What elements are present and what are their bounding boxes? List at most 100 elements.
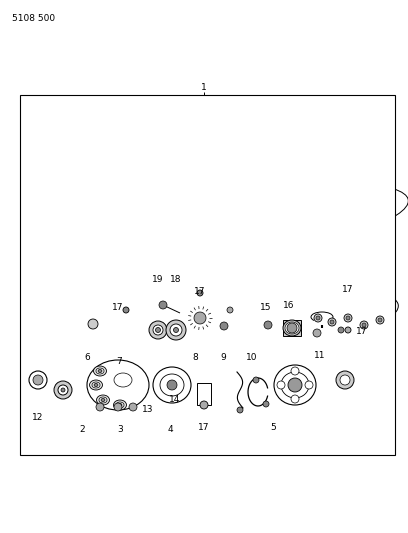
Text: 14: 14 [169, 395, 181, 405]
Ellipse shape [115, 301, 145, 329]
Circle shape [314, 314, 322, 322]
Text: 7: 7 [116, 358, 122, 367]
Ellipse shape [237, 304, 267, 332]
Ellipse shape [98, 369, 102, 373]
Polygon shape [60, 355, 175, 380]
Ellipse shape [99, 397, 107, 403]
Circle shape [277, 381, 285, 389]
Text: 15: 15 [260, 303, 272, 312]
Circle shape [96, 403, 104, 411]
Circle shape [330, 320, 334, 324]
Ellipse shape [96, 368, 104, 374]
Bar [237, 336, 297, 344]
Circle shape [220, 322, 228, 330]
Circle shape [360, 321, 368, 329]
Circle shape [58, 385, 68, 395]
Circle shape [287, 323, 297, 333]
Text: 5108 500: 5108 500 [12, 14, 55, 23]
Bar [235, 333, 303, 347]
Circle shape [153, 325, 163, 335]
Ellipse shape [200, 326, 230, 354]
Text: 1: 1 [201, 84, 207, 93]
Circle shape [197, 290, 203, 296]
Bar [197, 383, 211, 405]
Circle shape [237, 407, 243, 413]
Circle shape [200, 401, 208, 409]
Text: 17: 17 [342, 286, 354, 295]
Circle shape [340, 375, 350, 385]
Text: 13: 13 [142, 406, 154, 415]
Circle shape [170, 324, 182, 336]
Ellipse shape [94, 384, 98, 386]
Text: 11: 11 [314, 351, 326, 359]
Ellipse shape [242, 309, 262, 327]
Circle shape [167, 352, 177, 362]
Circle shape [144, 356, 152, 364]
Bar [314, 317, 330, 325]
Ellipse shape [118, 403, 122, 407]
Circle shape [123, 307, 129, 313]
Circle shape [376, 316, 384, 324]
Text: 5: 5 [270, 424, 276, 432]
Circle shape [155, 327, 160, 333]
Ellipse shape [190, 317, 240, 363]
Ellipse shape [281, 372, 309, 398]
Text: 9: 9 [220, 353, 226, 362]
Circle shape [149, 321, 167, 339]
Ellipse shape [188, 306, 213, 329]
Ellipse shape [97, 395, 109, 405]
Ellipse shape [274, 365, 316, 405]
Circle shape [166, 320, 186, 340]
Ellipse shape [304, 328, 340, 342]
Circle shape [266, 310, 274, 318]
Circle shape [54, 381, 72, 399]
Ellipse shape [92, 382, 100, 388]
Text: 19: 19 [152, 276, 164, 285]
Circle shape [378, 318, 382, 322]
Ellipse shape [89, 380, 102, 390]
Circle shape [159, 301, 167, 309]
Circle shape [362, 323, 366, 327]
Circle shape [173, 327, 179, 333]
Ellipse shape [113, 400, 126, 410]
Text: 2: 2 [79, 425, 85, 434]
Bar [283, 320, 301, 336]
Circle shape [263, 401, 269, 407]
Text: 18: 18 [170, 276, 182, 285]
Text: 16: 16 [283, 302, 295, 311]
Circle shape [263, 307, 277, 321]
Circle shape [97, 335, 109, 347]
Text: 17: 17 [194, 287, 206, 296]
Circle shape [33, 375, 43, 385]
Circle shape [253, 377, 259, 383]
Text: 8: 8 [192, 352, 198, 361]
Ellipse shape [123, 309, 137, 321]
Text: 6: 6 [84, 352, 90, 361]
Ellipse shape [105, 292, 155, 338]
Circle shape [29, 371, 47, 389]
Circle shape [88, 319, 98, 329]
Circle shape [163, 348, 181, 366]
Ellipse shape [116, 402, 124, 408]
Ellipse shape [208, 334, 222, 346]
Circle shape [264, 321, 272, 329]
Text: 3: 3 [117, 425, 123, 434]
Circle shape [346, 316, 350, 320]
Circle shape [227, 307, 233, 313]
Circle shape [344, 314, 352, 322]
Ellipse shape [93, 366, 106, 376]
Circle shape [152, 335, 164, 347]
Circle shape [305, 381, 313, 389]
Circle shape [336, 371, 354, 389]
Text: 12: 12 [32, 414, 44, 423]
Circle shape [316, 316, 320, 320]
Circle shape [134, 346, 162, 374]
Circle shape [114, 403, 122, 411]
Ellipse shape [153, 367, 191, 403]
Circle shape [345, 327, 351, 333]
Circle shape [338, 327, 344, 333]
Ellipse shape [180, 300, 220, 336]
Circle shape [291, 395, 299, 403]
Ellipse shape [283, 320, 301, 336]
Circle shape [200, 355, 210, 365]
